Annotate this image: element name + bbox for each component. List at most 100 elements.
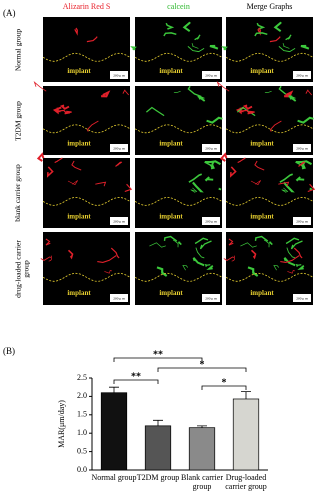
- stain: [172, 239, 179, 248]
- implant-boundary: [134, 272, 223, 282]
- stain: [268, 241, 273, 246]
- stain: [187, 85, 202, 98]
- y-tick-label: 0.5: [77, 446, 87, 455]
- stain: [240, 242, 257, 248]
- scale-box: [293, 144, 311, 152]
- stain: [285, 237, 300, 245]
- stain: [74, 27, 78, 36]
- micrograph: implant 200 μ m: [33, 81, 131, 155]
- stain: [122, 89, 130, 96]
- implant-boundary: [134, 196, 223, 206]
- scale-label: 200 μ m: [113, 73, 125, 77]
- stain: [296, 263, 302, 267]
- scale-box: [293, 217, 311, 225]
- stain: [188, 173, 202, 183]
- column-header: calcein: [167, 2, 190, 11]
- implant-label: implant: [159, 212, 183, 220]
- implant-label: implant: [159, 140, 183, 148]
- y-tick-label: 1.0: [77, 428, 87, 437]
- stain: [250, 249, 257, 260]
- stain: [288, 95, 297, 102]
- stain: [190, 187, 198, 193]
- stain: [254, 235, 269, 242]
- stain: [194, 34, 201, 41]
- stain: [257, 27, 261, 36]
- micrograph-bg: [135, 232, 222, 305]
- stain: [48, 255, 52, 262]
- scale-label: 200 μ m: [205, 73, 217, 77]
- bar: [100, 392, 128, 471]
- stain: [115, 161, 123, 167]
- stain: [86, 120, 99, 132]
- stain: [250, 180, 261, 186]
- stain: [231, 255, 235, 262]
- stain: [182, 265, 189, 271]
- stain: [297, 265, 305, 271]
- column-header: Alizarin Red S: [63, 2, 111, 11]
- scale-box: [202, 294, 220, 302]
- scale-label: 200 μ m: [205, 296, 217, 300]
- stain: [254, 160, 265, 171]
- stain: [287, 269, 296, 274]
- stain: [40, 256, 52, 261]
- y-tick-label: 1.5: [77, 410, 87, 419]
- significance-label: *: [200, 359, 205, 370]
- stain: [305, 89, 313, 96]
- stain: [263, 239, 270, 248]
- significance-bracket: [201, 385, 247, 390]
- micrograph: implant 200 μ m: [219, 152, 316, 228]
- scale-label: 200 μ m: [296, 296, 308, 300]
- micrograph-bg: [135, 158, 222, 228]
- stain: [290, 240, 303, 250]
- stain: [54, 157, 63, 164]
- micrograph-bg: [226, 158, 313, 228]
- row-label: Normal group: [13, 28, 22, 71]
- stain: [282, 42, 290, 49]
- stain: [177, 241, 182, 246]
- micrograph: implant 200 μ m: [130, 17, 223, 82]
- stain: [285, 34, 292, 41]
- stain: [219, 152, 228, 162]
- stain: [218, 187, 222, 191]
- scale-box: [202, 144, 220, 152]
- stain: [104, 269, 113, 274]
- scale-label: 200 μ m: [113, 146, 125, 150]
- stain: [173, 90, 181, 93]
- stain: [124, 183, 133, 193]
- micrograph: implant 200 μ m: [36, 152, 133, 228]
- stain: [228, 238, 234, 246]
- micrograph: implant 200 μ m: [134, 158, 223, 228]
- implant-label: implant: [67, 140, 91, 148]
- implant-boundary: [134, 52, 223, 62]
- stain: [205, 263, 211, 267]
- implant-boundary: [225, 272, 314, 282]
- significance-label: **: [153, 349, 163, 360]
- micrograph: implant 200 μ m: [40, 232, 131, 305]
- micrograph: implant 200 μ m: [134, 232, 223, 305]
- implant-label: implant: [250, 289, 274, 297]
- scale-box: [110, 144, 128, 152]
- panel-a-label: (A): [3, 8, 16, 18]
- stain: [273, 21, 282, 33]
- stain: [295, 176, 305, 182]
- scale-label: 200 μ m: [296, 219, 308, 223]
- stain: [204, 176, 214, 182]
- stain: [309, 187, 313, 191]
- implant-label: implant: [250, 67, 274, 75]
- x-tick-label: T2DM group: [136, 473, 180, 482]
- scale-box: [110, 217, 128, 225]
- stain: [67, 249, 74, 260]
- stain: [278, 46, 296, 53]
- stain: [71, 160, 82, 171]
- micrograph: implant 200 μ m: [221, 17, 314, 82]
- scale-box: [110, 71, 128, 79]
- stain: [163, 235, 178, 242]
- micrograph-bg: [43, 232, 130, 305]
- stain: [281, 187, 289, 193]
- stain: [36, 152, 45, 162]
- y-tick-label: 0.0: [77, 465, 87, 474]
- panel-b-label: (B): [3, 346, 15, 356]
- stain: [243, 104, 253, 110]
- stain: [195, 247, 205, 259]
